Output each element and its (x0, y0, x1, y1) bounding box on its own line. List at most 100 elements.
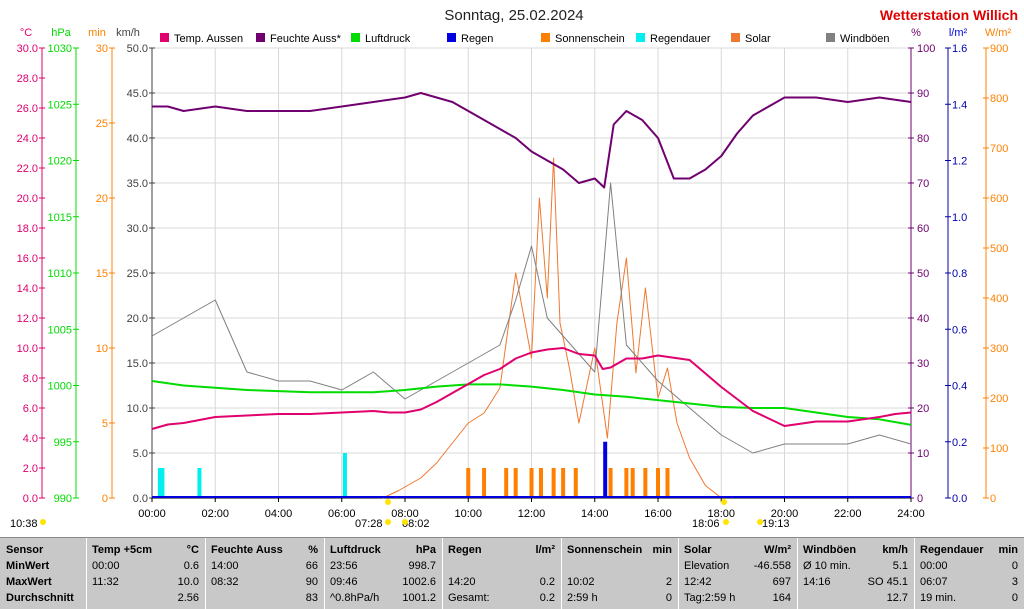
tick-label: 0.0 (23, 493, 38, 505)
stats-cell-value: 0 (1011, 592, 1018, 604)
tick-label: 35.0 (127, 178, 148, 190)
stats-column: Luftdruck hPa 23:56 998.7 09:46 1002.6 ^0.8hPa… (324, 538, 442, 609)
legend-swatch (160, 33, 169, 42)
stats-header-unit: min (652, 544, 672, 556)
stats-row: Tag:2:59 h 164 (678, 590, 797, 606)
stats-header-unit: °C (186, 544, 199, 556)
tick-label: 26.0 (17, 103, 38, 115)
tick-label: 0 (917, 493, 923, 505)
legend-label: Temp. Aussen (174, 33, 243, 45)
stats-cell-value: 998.7 (408, 560, 436, 572)
stats-cell-value: -46.558 (753, 560, 791, 572)
stats-header: Temp +5cm °C (86, 542, 205, 558)
stats-row: 14:20 0.2 (442, 574, 561, 590)
stats-cell-value: 1002.6 (402, 576, 436, 588)
tick-label: 20 (96, 193, 108, 205)
statistics-table: Sensor MinWert MaxWert Durchschnitt Temp +5c… (0, 537, 1024, 609)
x-tick-label: 22:00 (834, 508, 862, 520)
legend-label: Regen (461, 33, 493, 45)
stats-row: Ø 10 min. 5.1 (797, 558, 914, 574)
tick-label: 0 (990, 493, 996, 505)
stats-cell-value: 12.7 (886, 592, 908, 604)
legend-label: Sonnenschein (555, 33, 625, 45)
tick-label: 1025 (48, 99, 72, 111)
stats-header-unit: km/h (882, 544, 908, 556)
stats-cell-value: 83 (305, 592, 318, 604)
legend: Temp. Aussen Feuchte Auss* Luftdruck Regen S… (160, 33, 890, 45)
tick-label: 90 (917, 88, 929, 100)
stats-cell-time: 08:32 (211, 576, 239, 588)
stats-row-label: MinWert (6, 560, 50, 572)
stats-row: ^0.8hPa/h 1001.2 (324, 590, 442, 606)
legend-label: Feuchte Auss* (270, 33, 342, 45)
stats-cell-time: 14:00 (211, 560, 239, 572)
legend-label: Regendauer (650, 33, 711, 45)
tick-label: 5 (102, 418, 108, 430)
legend-swatch (541, 33, 550, 42)
sun-marker (723, 519, 729, 525)
tick-label: 1000 (48, 381, 72, 393)
rainduration-bar (342, 453, 347, 498)
legend-label: Windböen (840, 33, 890, 45)
stats-column: Solar W/m² Elevation -46.558 12:42 697 Tag:2:5… (678, 538, 797, 609)
stats-header-unit: min (998, 544, 1018, 556)
stats-cell-time: 23:56 (330, 560, 358, 572)
stats-column: Sensor MinWert MaxWert Durchschnitt (0, 538, 86, 609)
tick-label: 10 (917, 448, 929, 460)
stats-row: 14:00 66 (205, 558, 324, 574)
tick-label: 200 (990, 393, 1008, 405)
legend-swatch (447, 33, 456, 42)
tick-label: 2.0 (23, 463, 38, 475)
sunshine-bar (630, 468, 635, 498)
tick-label: 0 (102, 493, 108, 505)
stats-column: Temp +5cm °C 00:00 0.6 11:32 10.0 2.56 (86, 538, 205, 609)
stats-header: Solar W/m² (678, 542, 797, 558)
stats-cell-value: 1001.2 (402, 592, 436, 604)
stats-cell-value: 697 (772, 576, 791, 588)
unit-label: km/h (116, 27, 140, 39)
stats-header-name: Temp +5cm (92, 544, 153, 556)
stats-cell-time: 11:32 (92, 576, 119, 588)
sunshine-bar (538, 468, 543, 498)
stats-header-name: Sonnenschein (567, 544, 643, 556)
stats-row (442, 558, 561, 574)
unit-label: % (911, 27, 921, 39)
stats-cell-value: 164 (772, 592, 791, 604)
tick-label: 25.0 (127, 268, 148, 280)
legend-swatch (826, 33, 835, 42)
column-divider (678, 538, 679, 609)
stats-cell-value: 2 (665, 576, 672, 588)
x-tick-label: 08:00 (391, 508, 419, 520)
tick-label: 25 (96, 118, 108, 130)
stats-cell-time: Tag:2:59 h (684, 592, 736, 604)
stats-cell-time: 10:02 (567, 576, 595, 588)
tick-label: 50.0 (127, 43, 148, 55)
stats-cell-time: 14:16 (803, 576, 831, 588)
stats-row: 06:07 3 (914, 574, 1024, 590)
tick-label: 500 (990, 243, 1008, 255)
legend-swatch (731, 33, 740, 42)
tick-label: 400 (990, 293, 1008, 305)
tick-label: 14.0 (17, 283, 38, 295)
axis-unit-labels: °C hPa min km/h% l/m² W/m² (20, 27, 1012, 39)
stats-header: Feuchte Auss% (205, 542, 324, 558)
column-divider (86, 538, 87, 609)
stats-cell-value: 10.0 (177, 576, 199, 588)
stats-header: Regen l/m² (442, 542, 561, 558)
stats-cell-time: 00:00 (920, 560, 948, 572)
tick-label: 12.0 (17, 313, 38, 325)
sunshine-bar (643, 468, 648, 498)
stats-cell-time: 14:20 (448, 576, 476, 588)
tick-label: 700 (990, 143, 1008, 155)
stats-cell-time: Ø 10 min. (803, 560, 851, 572)
tick-label: 20.0 (127, 313, 148, 325)
stats-cell-time: 09:46 (330, 576, 358, 588)
column-divider (797, 538, 798, 609)
column-divider (324, 538, 325, 609)
stats-column: Windböen km/h Ø 10 min. 5.1 14:16 SO 45.1 12.7 (797, 538, 914, 609)
stats-row-label: Durchschnitt (6, 592, 74, 604)
tick-label: 5.0 (133, 448, 148, 460)
stats-row: 23:56 998.7 (324, 558, 442, 574)
humidity-line (152, 92, 912, 189)
rainduration-bar (157, 468, 162, 498)
